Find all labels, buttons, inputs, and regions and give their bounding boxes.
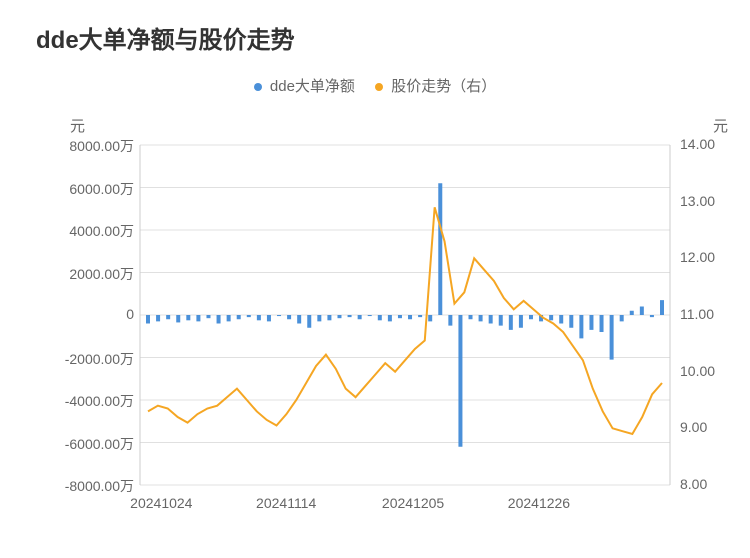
- bar: [458, 315, 462, 447]
- bar: [277, 315, 281, 316]
- bar: [579, 315, 583, 338]
- legend-marker-bars: [254, 83, 262, 91]
- bar: [206, 315, 210, 318]
- bar: [146, 315, 150, 324]
- legend-item-line: 股价走势（右）: [375, 75, 496, 96]
- bar: [388, 315, 392, 321]
- bar: [217, 315, 221, 324]
- x-axis-tick: 20241205: [382, 495, 444, 511]
- y-right-tick: 12.00: [680, 249, 715, 265]
- plot-svg: [140, 145, 670, 485]
- y-right-tick: 14.00: [680, 136, 715, 152]
- bar: [479, 315, 483, 321]
- bar: [196, 315, 200, 321]
- chart-title: dde大单净额与股价走势: [36, 20, 295, 55]
- bar: [186, 315, 190, 320]
- bar: [519, 315, 523, 328]
- bar: [549, 315, 553, 320]
- chart-container: dde大单净额与股价走势 dde大单净额 股价走势（右） 元 元 8000.00…: [0, 0, 750, 558]
- y-right-tick: 8.00: [680, 476, 707, 492]
- legend-item-bars: dde大单净额: [254, 75, 355, 96]
- bar: [499, 315, 503, 326]
- bar: [247, 315, 251, 317]
- y-right-tick: 13.00: [680, 193, 715, 209]
- bar: [378, 315, 382, 320]
- bar: [317, 315, 321, 321]
- y-right-tick: 11.00: [680, 306, 714, 322]
- bar: [166, 315, 170, 319]
- bar: [509, 315, 513, 330]
- bar: [176, 315, 180, 322]
- x-axis-tick: 20241114: [256, 495, 316, 511]
- y-left-tick: -2000.00万: [65, 349, 134, 369]
- bar: [408, 315, 412, 319]
- y-left-tick: 4000.00万: [69, 221, 134, 241]
- bar: [257, 315, 261, 320]
- bar: [650, 315, 654, 317]
- bar: [227, 315, 231, 321]
- bar: [287, 315, 291, 319]
- x-axis-tick: 20241024: [130, 495, 192, 511]
- bar: [640, 307, 644, 316]
- bar: [620, 315, 624, 321]
- x-axis-tick: 20241226: [508, 495, 570, 511]
- bar: [307, 315, 311, 328]
- y-right-tick: 9.00: [680, 419, 707, 435]
- bar: [610, 315, 614, 360]
- plot-area: [140, 145, 670, 485]
- bar: [589, 315, 593, 330]
- bar: [630, 311, 634, 315]
- bar: [337, 315, 341, 318]
- bar: [469, 315, 473, 319]
- bar: [267, 315, 271, 321]
- bar: [348, 315, 352, 317]
- bar: [569, 315, 573, 328]
- y-right-axis-title: 元: [713, 115, 728, 136]
- bar: [438, 183, 442, 315]
- legend-label-line: 股价走势（右）: [391, 78, 496, 95]
- legend-label-bars: dde大单净额: [270, 78, 355, 95]
- y-left-tick: 0: [126, 306, 134, 322]
- bar: [559, 315, 563, 324]
- y-left-tick: -4000.00万: [65, 391, 134, 411]
- y-left-tick: 2000.00万: [69, 264, 134, 284]
- bar: [418, 315, 422, 317]
- bar: [428, 315, 432, 321]
- bar: [398, 315, 402, 318]
- bar: [358, 315, 362, 319]
- y-left-tick: -6000.00万: [65, 434, 134, 454]
- bar: [489, 315, 493, 324]
- legend-marker-line: [375, 83, 383, 91]
- bar: [448, 315, 452, 326]
- bar: [156, 315, 160, 321]
- bar: [368, 315, 372, 316]
- bar: [297, 315, 301, 324]
- bar: [529, 315, 533, 319]
- bar: [660, 300, 664, 315]
- y-left-tick: 6000.00万: [69, 179, 134, 199]
- legend: dde大单净额 股价走势（右）: [0, 75, 750, 96]
- y-left-tick: 8000.00万: [69, 136, 134, 156]
- bar: [327, 315, 331, 320]
- bar: [237, 315, 241, 319]
- bar: [600, 315, 604, 332]
- y-right-tick: 10.00: [680, 363, 715, 379]
- y-left-axis-title: 元: [70, 115, 85, 136]
- y-left-tick: -8000.00万: [65, 476, 134, 496]
